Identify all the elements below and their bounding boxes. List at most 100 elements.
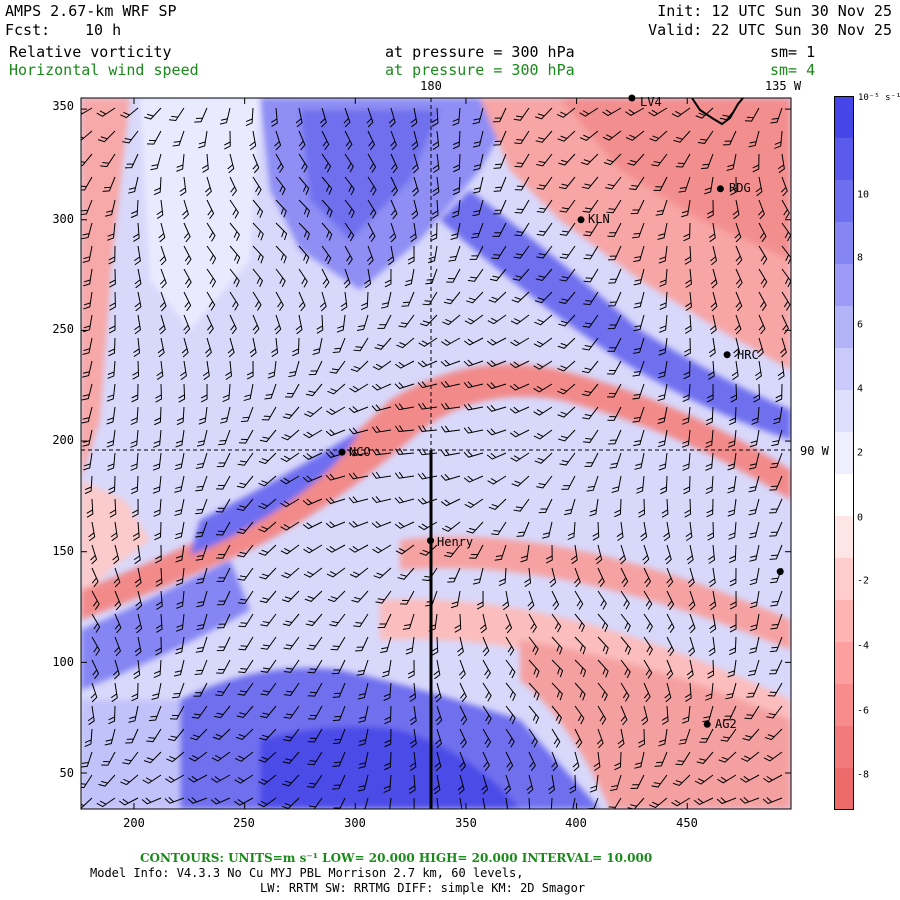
wind-barb — [150, 153, 162, 171]
wind-barb — [108, 337, 116, 357]
wind-barb — [486, 382, 507, 390]
wind-barb — [84, 728, 93, 747]
wind-barb — [633, 291, 645, 309]
wind-barb — [440, 498, 461, 507]
wind-barb — [404, 268, 415, 287]
y-tick-label: 100 — [52, 655, 74, 669]
wind-barb — [395, 360, 415, 369]
wind-barb — [708, 567, 716, 588]
wind-barb — [579, 107, 599, 117]
wind-barb — [219, 406, 231, 424]
wind-barb — [332, 774, 346, 790]
wind-barb — [666, 636, 675, 657]
wind-barb — [109, 498, 117, 518]
wind-barb — [727, 498, 737, 517]
wind-barb — [196, 567, 208, 585]
wind-barb — [487, 475, 507, 485]
wind-barb — [528, 636, 539, 656]
wind-barb — [371, 496, 392, 504]
wind-barb — [542, 521, 553, 539]
wind-barb — [597, 613, 609, 632]
wind-barb — [450, 590, 461, 609]
wind-barb — [106, 406, 116, 425]
wind-barb — [643, 659, 653, 679]
station-marker — [628, 94, 636, 102]
station-marker — [338, 448, 346, 456]
wind-barb — [684, 337, 691, 357]
wind-barb — [306, 797, 323, 809]
wind-barb — [303, 567, 323, 578]
wind-barb — [326, 406, 346, 416]
wind-barb — [394, 471, 415, 479]
wind-barb — [83, 268, 93, 287]
wind-barb — [442, 314, 461, 326]
wind-barb — [464, 314, 484, 325]
wind-barb — [671, 107, 691, 118]
wind-barb — [559, 222, 576, 236]
wind-barb — [275, 176, 286, 196]
wind-barb — [156, 360, 164, 381]
wind-barb — [648, 107, 668, 117]
wind-barb — [664, 682, 672, 703]
wind-barb — [321, 199, 333, 218]
wind-barb — [295, 314, 303, 335]
wind-barb — [694, 774, 714, 785]
wind-barb — [252, 153, 260, 174]
wind-barb — [206, 314, 214, 335]
wind-barb — [132, 360, 140, 380]
wind-barb — [198, 130, 208, 149]
wind-barb — [545, 544, 553, 564]
wind-barb — [236, 498, 254, 511]
wind-barb — [401, 291, 415, 307]
wind-barb — [684, 245, 692, 265]
wind-barb — [371, 404, 392, 412]
wind-barb — [91, 567, 99, 588]
wind-barb — [329, 613, 346, 627]
meridian-135w-label: 135 W — [764, 79, 802, 93]
wind-barb — [298, 291, 306, 312]
wind-barb — [454, 613, 462, 633]
wind-barb — [114, 613, 122, 634]
colorbar-label: -2 — [857, 575, 870, 587]
wind-barb — [605, 176, 622, 190]
station-label-henry: Henry — [437, 535, 474, 549]
wind-barb — [181, 337, 189, 358]
wind-barb — [630, 199, 645, 215]
wind-barb — [735, 291, 743, 312]
wind-barb — [191, 705, 208, 719]
y-tick-label: 350 — [52, 99, 74, 113]
wind-barb — [258, 544, 277, 556]
wind-barb — [109, 268, 116, 288]
wind-barb — [298, 245, 310, 264]
wind-barb — [574, 682, 586, 701]
wind-barb — [443, 291, 461, 305]
wind-barb — [91, 659, 100, 680]
wind-barb — [372, 544, 392, 554]
wind-barb — [155, 613, 163, 633]
wind-barb — [451, 199, 461, 218]
wind-barb — [620, 567, 629, 588]
wind-barb — [351, 590, 369, 603]
field2-name: Horizontal wind speed — [9, 61, 199, 79]
physics-info: LW: RRTM SW: RRTMG DIFF: simple KM: 2D S… — [260, 881, 586, 895]
wind-barb — [237, 682, 254, 696]
wind-barb — [763, 774, 783, 783]
wind-barb — [204, 176, 212, 197]
wind-barb — [202, 360, 210, 381]
wind-barb — [709, 590, 717, 611]
wind-barb — [407, 659, 415, 679]
wind-barb — [725, 682, 737, 700]
wind-barb — [174, 475, 185, 493]
wind-barb — [452, 107, 461, 126]
wind-barb — [302, 521, 323, 530]
meridian-90w-label: 90 W — [800, 444, 829, 458]
wind-barb — [556, 107, 576, 118]
wind-barb — [282, 613, 300, 627]
wind-barb — [88, 521, 96, 542]
wind-barb — [134, 636, 142, 657]
wind-barb — [684, 314, 692, 334]
wind-barb — [211, 774, 231, 783]
wind-barb — [84, 475, 93, 495]
wind-barb — [390, 176, 399, 197]
field1-name: Relative vorticity — [9, 43, 172, 61]
